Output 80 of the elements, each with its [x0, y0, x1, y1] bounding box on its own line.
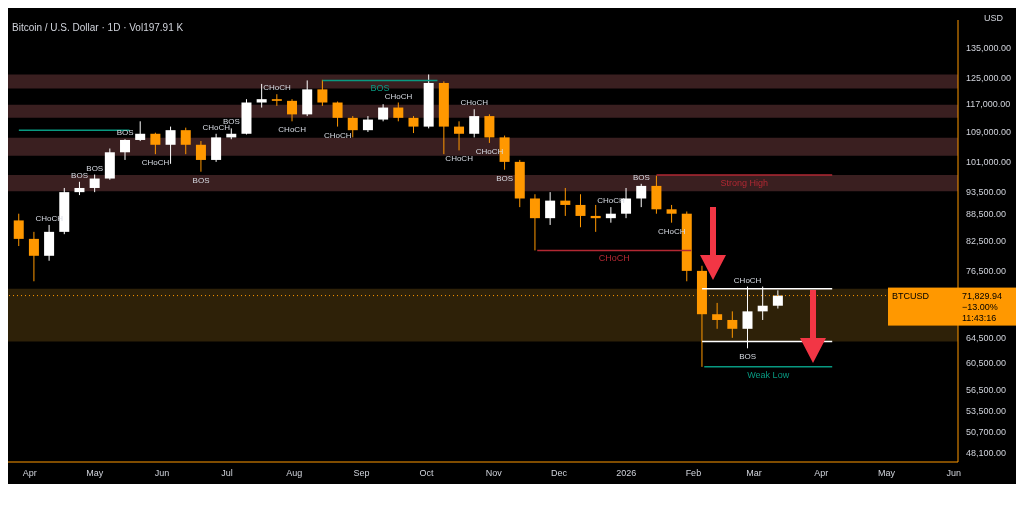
candlestick: [529, 193, 540, 251]
x-tick-label: Aug: [286, 468, 303, 479]
series-label: Weak Low: [747, 369, 790, 380]
candlestick: [545, 191, 556, 226]
candlestick: [287, 98, 298, 122]
candlestick: [636, 183, 647, 208]
y-tick-label: 76,500.00: [966, 266, 1007, 277]
annotation: CHoCH: [445, 154, 474, 164]
x-tick-label: Dec: [550, 468, 568, 479]
text: 11:43:16: [962, 312, 997, 323]
y-tick-label: 93,500.00: [966, 187, 1007, 198]
candlestick: [13, 213, 24, 247]
ref-line-label: BTCUSD: [892, 290, 930, 301]
candlestick: [575, 193, 586, 228]
y-tick-label: 64,500.00: [966, 333, 1007, 344]
annotation: CHoCH: [141, 158, 170, 168]
series-label: BOS: [370, 83, 390, 94]
candlestick: [317, 79, 328, 107]
y-tick-label: 50,700.00: [966, 427, 1007, 438]
x-tick-label: Jun: [946, 468, 961, 479]
candlestick: [150, 132, 161, 155]
candlestick: [712, 302, 723, 330]
candlestick: [332, 101, 343, 128]
y-tick-label: 109,000.00: [966, 127, 1012, 138]
y-tick-label: 48,100.00: [966, 448, 1007, 459]
annotation: BOS: [86, 163, 104, 173]
x-tick-label: Sep: [353, 468, 370, 479]
text: 71,829.94: [962, 290, 1003, 301]
y-tick-label: 56,500.00: [966, 384, 1007, 395]
y-tick-label: 88,500.00: [966, 208, 1007, 219]
annotation: CHoCH: [278, 125, 307, 135]
y-tick-label: 125,000.00: [966, 73, 1012, 84]
y-tick-label: 135,000.00: [966, 43, 1012, 54]
annotation: CHoCH: [733, 275, 762, 285]
x-tick-label: Nov: [485, 468, 503, 479]
annotation: CHoCH: [384, 91, 413, 101]
candlestick: [454, 120, 465, 151]
candlestick: [590, 204, 601, 233]
y-tick-label: 101,000.00: [966, 157, 1012, 168]
x-tick-label: Mar: [746, 468, 762, 479]
annotation: CHoCH: [263, 83, 291, 93]
annotation: CHoCH: [323, 130, 352, 140]
candlestick: [651, 175, 662, 215]
series-label: Strong High: [720, 177, 769, 188]
candlestick: [560, 187, 571, 217]
candlestick: [211, 133, 222, 163]
x-tick-label: Oct: [419, 468, 435, 479]
candlestick: [44, 224, 55, 262]
annotation: CHoCH: [460, 98, 489, 108]
candlestick: [469, 108, 480, 138]
y-tick-label: 60,500.00: [966, 358, 1007, 369]
chart-title: Bitcoin / U.S. Dollar · 1D · Vol197.91 K: [12, 22, 184, 33]
candlestick: [484, 113, 495, 144]
text: −13.00%: [962, 301, 998, 312]
candlestick: [727, 310, 738, 339]
candlestick: [195, 140, 206, 173]
x-tick-label: May: [877, 468, 896, 479]
x-tick-label: May: [86, 468, 104, 479]
x-tick-label: Jun: [154, 468, 170, 479]
annotation: BOS: [496, 173, 514, 183]
candlestick: [393, 102, 404, 122]
candlestick: [180, 127, 191, 155]
candlestick: [28, 231, 39, 282]
x-tick-label: Jul: [221, 468, 233, 479]
x-tick-label: Feb: [685, 468, 702, 479]
annotation: BOS: [739, 352, 757, 362]
annotation: BOS: [192, 175, 210, 185]
annotation: BOS: [71, 170, 89, 180]
series-label: CHoCH: [598, 253, 630, 264]
annotation: BOS: [116, 128, 134, 138]
candlestick: [135, 120, 146, 142]
x-tick-label: Apr: [814, 468, 829, 479]
y-tick-label: 82,500.00: [966, 236, 1007, 247]
x-tick-label: Apr: [22, 468, 37, 479]
y-axis-title: USD: [983, 13, 1004, 24]
x-tick-label: 2026: [616, 468, 637, 479]
annotation: BOS: [632, 172, 650, 182]
candlestick: [120, 138, 131, 161]
y-tick-label: 53,500.00: [966, 406, 1007, 417]
y-tick-label: 117,000.00: [966, 99, 1011, 110]
